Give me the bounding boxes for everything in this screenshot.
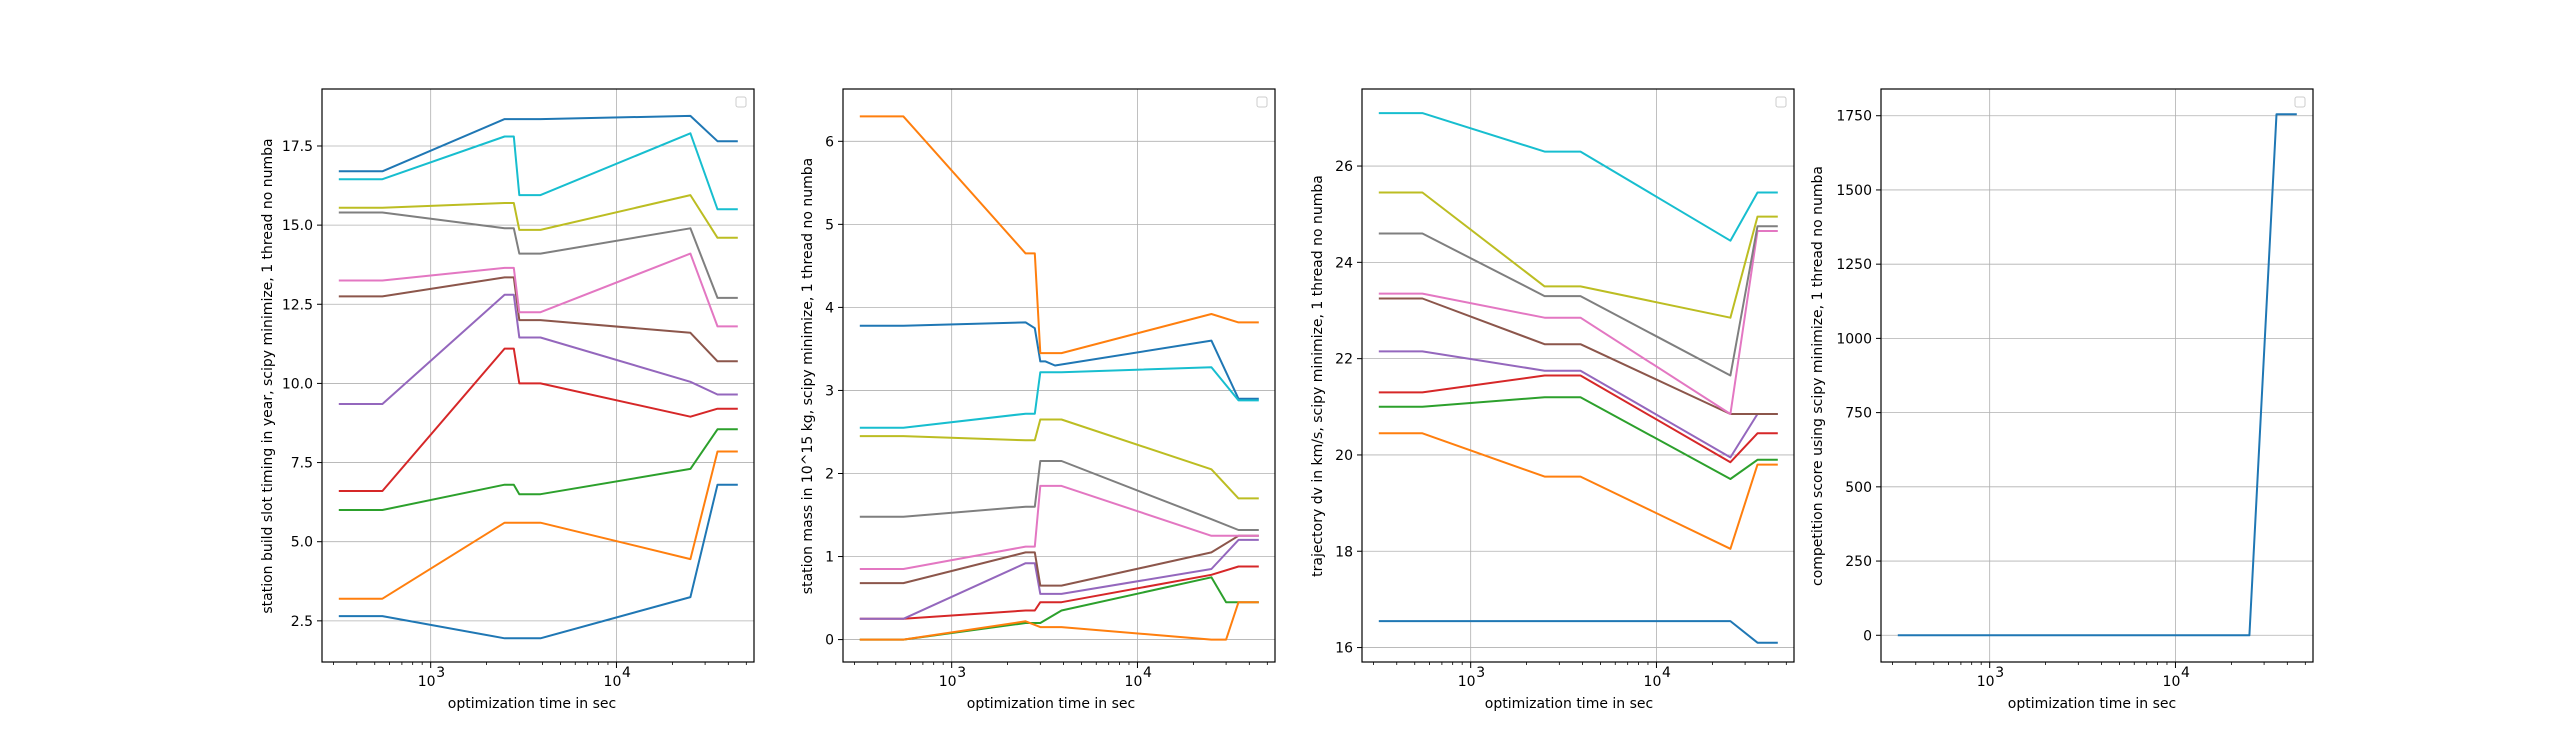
series-line-8: [338, 194, 738, 239]
subplot-1: optimization time in sec station build s…: [260, 88, 755, 712]
ytick-label: 1500: [1836, 183, 1872, 199]
series-line-4: [338, 293, 738, 405]
ytick-label: 1250: [1836, 257, 1872, 273]
ytick-label: 1: [825, 550, 834, 566]
series-line-5: [1378, 297, 1778, 415]
legend-box: [1775, 96, 1787, 108]
ytick-label: 5.0: [291, 535, 313, 551]
ytick-label: 24: [1335, 255, 1353, 271]
series-line-7: [338, 211, 738, 299]
axes-frame: [1361, 88, 1795, 663]
series-line-0: [1378, 620, 1778, 644]
ytick-label: 1750: [1836, 109, 1872, 125]
subplot-3: optimization time in sec trajectory dv i…: [1310, 88, 1795, 712]
ytick-label: 15.0: [282, 218, 313, 234]
xtick-exponent: 4: [622, 665, 631, 681]
subplot-4: optimization time in sec competition sco…: [1810, 88, 2314, 712]
legend-box: [1256, 96, 1268, 108]
ytick-label: 750: [1845, 406, 1872, 422]
series-line-7: [1378, 225, 1778, 377]
ytick-label: 3: [825, 383, 834, 399]
ytick-label: 10.0: [282, 376, 313, 392]
series-line-1: [1378, 432, 1778, 550]
subplot-2-ylabel: station mass in 10^15 kg, scipy minimize…: [800, 158, 816, 594]
xtick-label: 10: [2163, 674, 2181, 690]
ytick-label: 5: [825, 217, 834, 233]
ytick-label: 16: [1335, 641, 1353, 657]
series-line-0: [338, 483, 738, 640]
series-line-0: [1897, 113, 2297, 637]
series-line-6: [859, 484, 1259, 570]
xtick-label: 10: [1977, 674, 1995, 690]
xtick-label: 10: [418, 674, 436, 690]
ytick-label: 6: [825, 134, 834, 150]
ytick-label: 2: [825, 466, 834, 482]
ytick-label: 20: [1335, 448, 1353, 464]
subplot-2: optimization time in sec station mass in…: [800, 88, 1276, 712]
series-line-2: [859, 576, 1259, 641]
series-line-6: [1378, 230, 1778, 415]
axes-frame: [321, 88, 755, 663]
ytick-label: 26: [1335, 159, 1353, 175]
series-line-9: [859, 366, 1259, 429]
xtick-label: 10: [1458, 674, 1476, 690]
xtick-label: 10: [604, 674, 622, 690]
ytick-label: 17.5: [282, 139, 313, 155]
ytick-label: 0: [825, 633, 834, 649]
series-line-1: [859, 115, 1259, 355]
ytick-label: 2.5: [291, 614, 313, 630]
series-line-5: [338, 276, 738, 363]
series-line-2: [1378, 396, 1778, 480]
ytick-label: 7.5: [291, 456, 313, 472]
subplot-3-ylabel: trajectory dv in km/s, scipy minimize, 1…: [1310, 175, 1326, 577]
ytick-label: 22: [1335, 352, 1353, 368]
xtick-exponent: 3: [436, 665, 445, 681]
xtick-exponent: 3: [1995, 665, 2004, 681]
series-line-9: [338, 132, 738, 211]
series-line-5: [859, 534, 1259, 587]
series-line-8: [1378, 191, 1778, 319]
ytick-label: 500: [1845, 480, 1872, 496]
series-line-8: [859, 418, 1259, 500]
series-line-10: [338, 114, 738, 173]
series-line-10: [859, 601, 1259, 641]
ytick-label: 0: [1863, 628, 1872, 644]
series-line-4: [859, 538, 1259, 620]
xtick-exponent: 3: [957, 665, 966, 681]
series-line-1: [338, 450, 738, 600]
subplot-4-xlabel: optimization time in sec: [2008, 696, 2176, 712]
series-line-6: [338, 252, 738, 328]
subplot-3-xlabel: optimization time in sec: [1485, 696, 1653, 712]
axes-frame: [842, 88, 1276, 663]
series-line-3: [1378, 374, 1778, 464]
xtick-label: 10: [1644, 674, 1662, 690]
xtick-exponent: 4: [1662, 665, 1671, 681]
series-line-4: [1378, 350, 1778, 459]
xtick-exponent: 3: [1476, 665, 1485, 681]
ytick-label: 1000: [1836, 331, 1872, 347]
axes-frame: [1880, 88, 2314, 663]
legend-box: [735, 96, 747, 108]
ytick-label: 250: [1845, 554, 1872, 570]
series-line-2: [338, 428, 738, 511]
xtick-label: 10: [1125, 674, 1143, 690]
series-line-3: [338, 347, 738, 492]
xtick-label: 10: [939, 674, 957, 690]
legend-box: [2294, 96, 2306, 108]
ytick-label: 4: [825, 300, 834, 316]
subplot-4-ylabel: competition score using scipy minimize, …: [1810, 166, 1826, 586]
series-line-0: [859, 321, 1259, 400]
xtick-exponent: 4: [2181, 665, 2190, 681]
ytick-label: 12.5: [282, 297, 313, 313]
series-line-9: [1378, 112, 1778, 242]
ytick-label: 18: [1335, 544, 1353, 560]
subplot-2-xlabel: optimization time in sec: [967, 696, 1135, 712]
series-line-3: [859, 565, 1259, 620]
subplot-1-ylabel: station build slot timing in year, scipy…: [260, 138, 276, 613]
xtick-exponent: 4: [1143, 665, 1152, 681]
series-line-7: [859, 460, 1259, 531]
subplot-1-xlabel: optimization time in sec: [448, 696, 616, 712]
